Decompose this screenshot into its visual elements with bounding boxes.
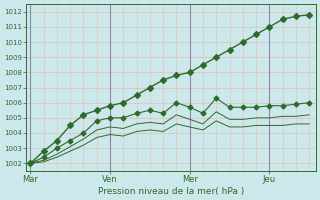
X-axis label: Pression niveau de la mer( hPa ): Pression niveau de la mer( hPa ) — [98, 187, 244, 196]
